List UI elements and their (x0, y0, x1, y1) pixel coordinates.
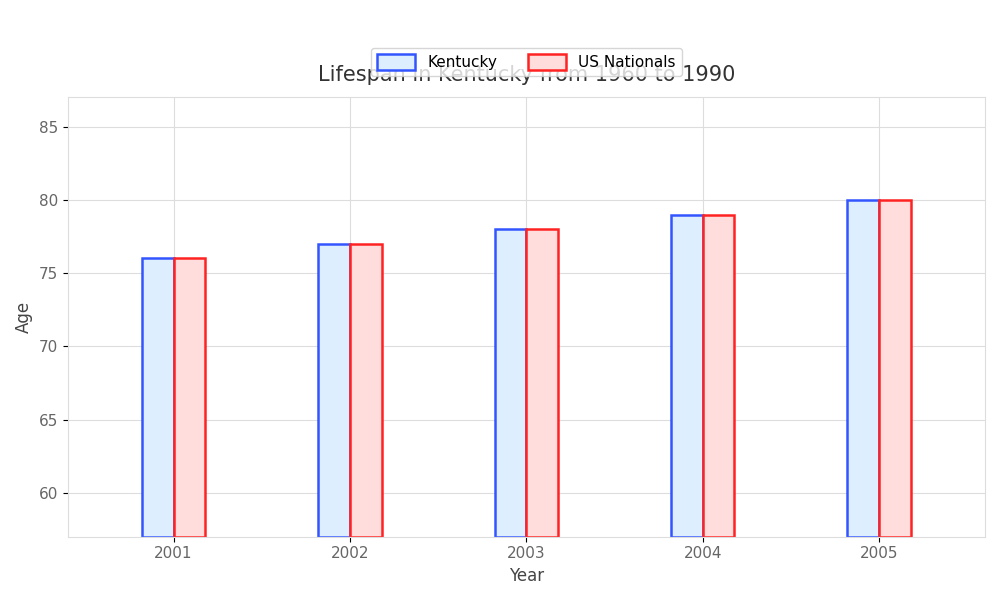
Bar (847, 200, 879, 537)
Bar (174, 259, 205, 537)
Bar (879, 200, 911, 537)
Title: Lifespan in Kentucky from 1960 to 1990: Lifespan in Kentucky from 1960 to 1990 (318, 65, 735, 85)
Legend: Kentucky, US Nationals: Kentucky, US Nationals (371, 48, 682, 76)
Bar (671, 215, 703, 537)
X-axis label: Year: Year (509, 567, 544, 585)
Bar (703, 215, 734, 537)
Bar (318, 244, 350, 537)
Y-axis label: Age: Age (15, 301, 33, 333)
Bar (142, 259, 174, 537)
Bar (526, 229, 558, 537)
Bar (350, 244, 382, 537)
Bar (495, 229, 526, 537)
